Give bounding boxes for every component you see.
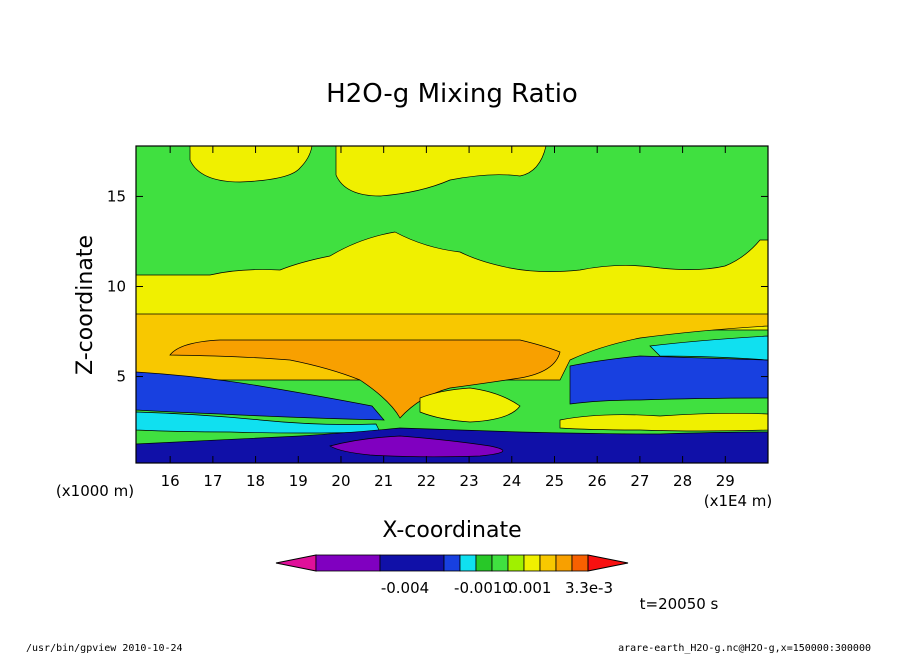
contour-plot — [136, 146, 768, 463]
band-purple-core — [329, 435, 504, 458]
x-tick-label: 26 — [588, 472, 607, 490]
time-label: t=20050 s — [640, 595, 719, 613]
plot-frame — [135, 145, 769, 464]
colorbar — [275, 554, 629, 572]
colorbar-segment — [539, 554, 557, 572]
x-tick-label: 29 — [716, 472, 735, 490]
x-tick-label: 24 — [502, 472, 521, 490]
colorbar-label-4: 3.3e-3 — [565, 579, 613, 597]
band-yellow-patches — [419, 387, 768, 432]
colorbar-segment — [571, 554, 589, 572]
x-tick-label: 23 — [460, 472, 479, 490]
x-tick-label: 17 — [203, 472, 222, 490]
colorbar-segment — [315, 554, 381, 572]
y-axis: 5 10 15 — [107, 187, 768, 386]
x-tick-label: 16 — [161, 472, 180, 490]
band-orange-core — [169, 339, 561, 419]
band-top-yellow-left — [189, 146, 313, 183]
colorbar-arrow-high — [587, 554, 629, 572]
y-axis-label: Z-coordinate — [73, 235, 98, 375]
x-tick-label: 18 — [246, 472, 265, 490]
colorbar-segment — [507, 554, 525, 572]
x-axis: 16 17 18 19 20 21 22 23 24 25 26 27 28 29 — [161, 146, 735, 490]
x-axis-label: X-coordinate — [382, 518, 521, 543]
colorbar-segment — [443, 554, 461, 572]
colorbar-segment — [491, 554, 509, 572]
colorbar-label-3: 0.001 — [509, 579, 552, 597]
x-tick-label: 21 — [374, 472, 393, 490]
band-blue-right — [569, 355, 768, 405]
y-tick-label: 15 — [107, 187, 126, 205]
footer-right: arare-earth_H2O-g.nc@H2O-g,x=150000:3000… — [618, 643, 871, 654]
x-tick-label: 22 — [417, 472, 436, 490]
x-tick-label: 19 — [289, 472, 308, 490]
y-tick-label: 5 — [116, 368, 126, 386]
colorbar-segment — [379, 554, 445, 572]
colorbar-arrow-low — [275, 554, 317, 572]
band-blue-left — [136, 371, 385, 421]
colorbar-label-2: -0.0010 — [454, 579, 512, 597]
band-mid-yellow — [136, 231, 768, 331]
band-top-yellow-right — [335, 146, 547, 197]
y-tick-label: 10 — [107, 277, 126, 295]
x-tick-label: 28 — [673, 472, 692, 490]
colorbar-segment — [523, 554, 541, 572]
band-cyan-right — [649, 335, 768, 361]
colorbar-segment — [475, 554, 493, 572]
chart-title: H2O-g Mixing Ratio — [326, 79, 578, 109]
x-tick-label: 27 — [630, 472, 649, 490]
footer-left: /usr/bin/gpview 2010-10-24 — [26, 643, 183, 654]
x-tick-label: 20 — [331, 472, 350, 490]
x-tick-label: 25 — [545, 472, 564, 490]
colorbar-label-1: -0.004 — [381, 579, 429, 597]
colorbar-segment — [555, 554, 573, 572]
y-unit-label: (x1000 m) — [56, 482, 134, 500]
colorbar-segment — [459, 554, 477, 572]
x-unit-label: (x1E4 m) — [704, 492, 773, 510]
